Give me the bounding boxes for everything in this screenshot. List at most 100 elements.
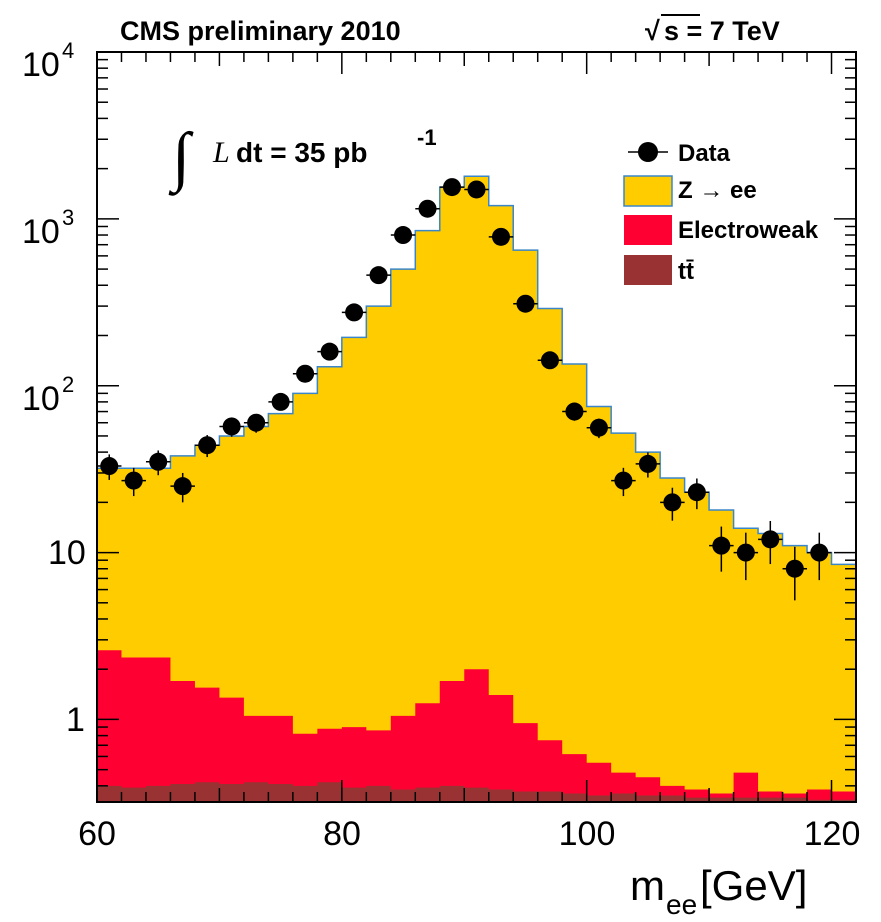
data-point-marker [345, 303, 364, 322]
data-point [660, 487, 685, 521]
data-point [758, 520, 783, 565]
data-point-marker [712, 536, 731, 555]
legend-zee-swatch [623, 175, 673, 207]
data-point-marker [100, 457, 119, 476]
x-axis-label-unit: [GeV] [700, 862, 807, 909]
data-point [733, 532, 759, 581]
data-point-marker [589, 418, 608, 437]
data-point-marker [124, 471, 143, 490]
data-point [709, 526, 734, 572]
lumi-symbol: L [212, 136, 230, 169]
histogram-ttbar [97, 782, 856, 802]
data-point [145, 450, 171, 476]
data-point-marker [443, 178, 462, 197]
data-point-marker [320, 342, 339, 361]
data-point-marker [222, 417, 241, 436]
data-point [684, 478, 710, 510]
data-point [390, 226, 416, 245]
legend-ew-label: Electroweak [678, 217, 819, 244]
data-point [464, 180, 489, 199]
integral-symbol: ∫ [168, 120, 194, 196]
data-point-marker [296, 364, 315, 383]
y-tick-label-1e4: 10 [22, 46, 60, 84]
y-tick-exp-1e2: 2 [62, 372, 74, 397]
data-point-marker [785, 559, 804, 578]
data-point-marker [687, 483, 706, 502]
data-point [635, 452, 661, 478]
data-point-marker [736, 543, 755, 562]
data-point-marker [810, 543, 829, 562]
legend-data-label: Data [678, 140, 731, 167]
y-tick-label-10: 10 [48, 534, 86, 572]
stacked-histograms [96, 175, 857, 803]
x-axis-label-main: m [630, 862, 665, 909]
lumi-sup: -1 [417, 125, 437, 150]
data-point-marker [491, 227, 510, 246]
x-tick-label-120: 120 [804, 815, 861, 853]
data-point [439, 178, 465, 197]
data-point [317, 342, 342, 361]
data-point [537, 351, 563, 370]
data-point [219, 417, 244, 437]
y-tick-label-1e2: 10 [22, 380, 60, 418]
y-tick-label-1: 1 [66, 701, 85, 739]
data-point-marker [663, 493, 682, 512]
x-axis-label: m ee [GeV] [630, 862, 807, 920]
data-point [341, 303, 367, 322]
data-point [97, 454, 122, 480]
data-point-marker [173, 477, 192, 496]
data-point-marker [369, 266, 388, 285]
data-point [807, 532, 832, 581]
x-tick-labels: 60 80 100 120 [78, 815, 860, 853]
legend-data-marker [638, 142, 658, 162]
data-point-marker [394, 226, 413, 245]
lumi-text: dt = 35 pb [236, 137, 367, 168]
data-point-marker [516, 294, 535, 313]
x-axis-label-sub: ee [666, 889, 697, 920]
legend-ttbar-label: tt̄ [678, 258, 694, 285]
data-point-marker [198, 436, 217, 455]
data-point [268, 392, 293, 411]
histogram-zee [96, 175, 857, 803]
data-point [292, 364, 318, 383]
x-tick-label-60: 60 [78, 815, 116, 853]
legend-ew-swatch [624, 215, 672, 245]
data-point [562, 402, 587, 421]
data-point [243, 413, 269, 433]
legend-ttbar-swatch [624, 255, 672, 285]
y-tick-exp-1e4: 4 [62, 38, 74, 63]
data-point-marker [247, 413, 266, 432]
data-point [415, 199, 440, 218]
data-point-marker [638, 454, 657, 473]
x-tick-label-80: 80 [323, 815, 361, 853]
data-points [97, 178, 832, 601]
data-point-marker [418, 199, 437, 218]
y-tick-label-1e3: 10 [22, 213, 60, 251]
data-point [121, 467, 146, 497]
data-point [488, 227, 514, 246]
data-point-marker [761, 530, 780, 549]
data-point-marker [149, 452, 168, 471]
data-point [170, 472, 195, 503]
data-point-marker [565, 402, 584, 421]
data-point [782, 546, 808, 601]
plot-frame [96, 51, 857, 803]
experiment-label: CMS preliminary 2010 [120, 16, 401, 46]
y-tick-labels: 10 4 10 3 10 2 10 1 [22, 38, 86, 739]
data-point [513, 294, 538, 313]
data-point [194, 435, 220, 458]
sqrt-symbol: √ [645, 16, 660, 46]
x-tick-label-100: 100 [559, 815, 616, 853]
data-point-marker [467, 180, 486, 199]
data-point-marker [614, 471, 633, 490]
data-point [366, 266, 391, 285]
histogram-electroweak [97, 650, 856, 802]
data-point-marker [271, 392, 290, 411]
legend-zee-label: Z → ee [678, 177, 757, 204]
energy-label: s = 7 TeV [664, 16, 780, 46]
data-point [611, 467, 636, 497]
data-point [586, 418, 612, 439]
legend: Data Z → ee Electroweak tt̄ [623, 140, 819, 285]
y-tick-exp-1e3: 3 [62, 205, 74, 230]
